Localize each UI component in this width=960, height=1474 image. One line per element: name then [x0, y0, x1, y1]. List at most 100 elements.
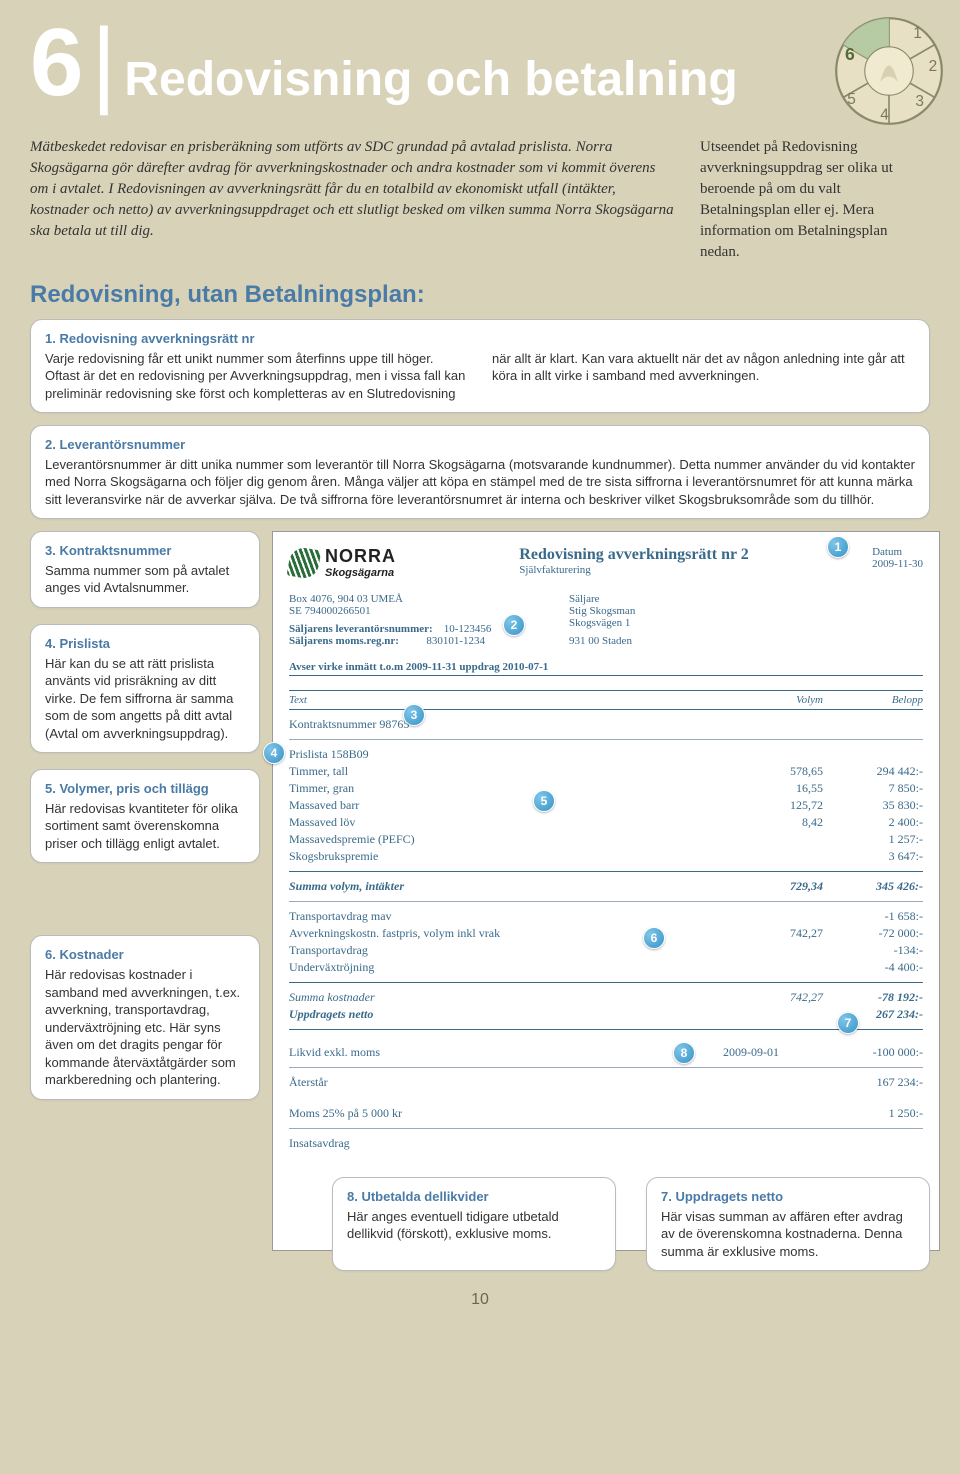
invoice-meta: Box 4076, 904 03 UMEÅ SE 794000266501 Sä… [289, 593, 923, 647]
intro-side-text: Utseendet på Redovisning avverkningsuppd… [700, 137, 930, 263]
sum-cost-row: Summa kostnader 742,27 -78 192:- [289, 989, 923, 1006]
logo-text: NORRA Skogsägarna [325, 546, 396, 579]
left-callouts: 3. Kontraktsnummer Samma nummer som på a… [30, 531, 260, 1099]
vat-calc-label: Moms 25% på 5 000 kr [289, 1106, 723, 1121]
address-line2: SE 794000266501 [289, 605, 539, 617]
insats-row: Insatsavdrag [289, 1135, 923, 1152]
section-title: Redovisning, utan Betalningsplan: [0, 273, 960, 319]
invoice-document: NORRA Skogsägarna Redovisning avverkning… [272, 531, 940, 1251]
sum-cost-amt: -78 192:- [823, 990, 923, 1005]
svg-text:5: 5 [847, 91, 856, 108]
pricelist-line: Prislista 158B09 [289, 747, 923, 762]
revenue-row: Massaved löv8,422 400:- [289, 814, 923, 831]
callout-4-body: Här kan du se att rätt prislista använts… [45, 655, 245, 743]
likvid-date: 2009-09-01 [723, 1045, 823, 1060]
callout-6-title: 6. Kostnader [45, 946, 245, 964]
date-value: 2009-11-30 [872, 558, 923, 570]
seller-name: Stig Skogsman [569, 605, 923, 617]
callout-4-title: 4. Prislista [45, 635, 245, 653]
likvid-amt: -100 000:- [823, 1045, 923, 1060]
address-line1: Box 4076, 904 03 UMEÅ [289, 593, 539, 605]
revenue-row: Timmer, gran16,557 850:- [289, 780, 923, 797]
intro-section: Mätbeskedet redovisar en prisberäkning s… [0, 117, 960, 273]
invoice-body: Kontraktsnummer 98765 Prislista 158B09 T… [289, 716, 923, 1152]
callout-7-title: 7. Uppdragets netto [661, 1188, 915, 1206]
callout-1: 1. Redovisning avverkningsrätt nr Varje … [30, 319, 930, 413]
meta-left: Box 4076, 904 03 UMEÅ SE 794000266501 Sä… [289, 593, 539, 647]
likvid-label: Likvid exkl. moms [289, 1045, 723, 1060]
callout-4: 4. Prislista Här kan du se att rätt pris… [30, 624, 260, 753]
remain-label: Återstår [289, 1075, 723, 1090]
marker-4: 4 [263, 742, 285, 764]
logo-icon [287, 545, 322, 580]
callout-2-title: 2. Leverantörsnummer [45, 436, 915, 454]
vat-value: 830101-1234 [426, 635, 485, 647]
remain-row: Återstår 167 234:- [289, 1074, 923, 1091]
insats-label: Insatsavdrag [289, 1136, 923, 1151]
remain-amt: 167 234:- [823, 1075, 923, 1090]
svg-text:6: 6 [845, 44, 855, 64]
supplier-num-value: 10-123456 [444, 623, 492, 635]
sum-vol-label: Summa volym, intäkter [289, 879, 723, 894]
seller-addr2: 931 00 Staden [569, 635, 923, 647]
logo-line1: NORRA [325, 546, 396, 567]
invoice-wrap: NORRA Skogsägarna Redovisning avverkning… [272, 531, 940, 1251]
seller-label: Säljare [569, 593, 923, 605]
callout-3: 3. Kontraktsnummer Samma nummer som på a… [30, 531, 260, 608]
page-header: 6 | Redovisning och betalning [0, 0, 960, 117]
callout-1-body: Varje redovisning får ett unikt nummer s… [45, 350, 915, 403]
logo-block: NORRA Skogsägarna [289, 546, 396, 579]
sum-cost-vol: 742,27 [723, 990, 823, 1005]
callout-3-body: Samma nummer som på avtalet anges vid Av… [45, 562, 245, 597]
callout-6: 6. Kostnader Här redovisas kostnader i s… [30, 935, 260, 1099]
sum-vol-amt: 345 426:- [823, 879, 923, 894]
cost-row: Transportavdrag mav-1 658:- [289, 908, 923, 925]
net-label: Uppdragets netto [289, 1007, 723, 1022]
sum-volume-row: Summa volym, intäkter 729,34 345 426:- [289, 878, 923, 895]
col-text: Text [289, 694, 723, 706]
intro-main-text: Mätbeskedet redovisar en prisberäkning s… [30, 137, 676, 263]
col-vol: Volym [723, 694, 823, 706]
likvid-row: Likvid exkl. moms 2009-09-01 -100 000:- [289, 1044, 923, 1061]
invoice-subtitle: Självfakturering [519, 564, 749, 576]
seller-addr1: Skogsvägen 1 [569, 617, 923, 629]
logo-line2: Skogsägarna [325, 567, 396, 579]
divider-line: | [91, 20, 116, 106]
invoice-title-block: Redovisning avverkningsrätt nr 2 Självfa… [519, 546, 749, 576]
cost-row: Avverkningskostn. fastpris, volym inkl v… [289, 925, 923, 942]
callout-7: 7. Uppdragets netto Här visas summan av … [646, 1177, 930, 1271]
callout-8-title: 8. Utbetalda dellikvider [347, 1188, 601, 1206]
callout-3-title: 3. Kontraktsnummer [45, 542, 245, 560]
chapter-wheel-icon: 1 2 3 4 5 6 [834, 16, 944, 126]
revenue-row: Skogsbrukspremie3 647:- [289, 848, 923, 865]
date-label: Datum [872, 546, 923, 558]
revenue-row: Massavedspremie (PEFC)1 257:- [289, 831, 923, 848]
cost-row: Underväxtröjning-4 400:- [289, 959, 923, 976]
net-row: Uppdragets netto 267 234:- [289, 1006, 923, 1023]
chapter-number: 6 [30, 20, 83, 106]
callout-1-title: 1. Redovisning avverkningsrätt nr [45, 330, 915, 348]
wide-callouts: 1. Redovisning avverkningsrätt nr Varje … [0, 319, 960, 519]
chapter-title: Redovisning och betalning [124, 52, 737, 107]
cost-row: Transportavdrag-134:- [289, 942, 923, 959]
invoice-date-block: Datum 2009-11-30 [872, 546, 923, 570]
callout-2: 2. Leverantörsnummer Leverantörsnummer ä… [30, 425, 930, 519]
revenue-row: Timmer, tall578,65294 442:- [289, 763, 923, 780]
svg-text:2: 2 [929, 58, 938, 75]
callout-8: 8. Utbetalda dellikvider Här anges event… [332, 1177, 616, 1271]
callout-5-body: Här redovisas kvantiteter för olika sort… [45, 800, 245, 853]
callout-7-body: Här visas summan av affären efter avdrag… [661, 1208, 915, 1261]
svg-text:3: 3 [915, 93, 924, 110]
mid-section: 3. Kontraktsnummer Samma nummer som på a… [0, 531, 960, 1251]
meta-right: Säljare Stig Skogsman Skogsvägen 1 931 0… [569, 593, 923, 647]
contract-line: Kontraktsnummer 98765 [289, 717, 923, 732]
vat-calc-row: Moms 25% på 5 000 kr 1 250:- [289, 1105, 923, 1122]
callout-6-body: Här redovisas kostnader i samband med av… [45, 966, 245, 1089]
invoice-period: Avser virke inmätt t.o.m 2009-11-31 uppd… [289, 661, 923, 676]
col-amt: Belopp [823, 694, 923, 706]
vat-label: Säljarens moms.reg.nr: [289, 635, 399, 647]
svg-text:4: 4 [880, 106, 889, 123]
invoice-title: Redovisning avverkningsrätt nr 2 [519, 546, 749, 564]
supplier-num-label: Säljarens leverantörsnummer: [289, 623, 433, 635]
callout-5-title: 5. Volymer, pris och tillägg [45, 780, 245, 798]
